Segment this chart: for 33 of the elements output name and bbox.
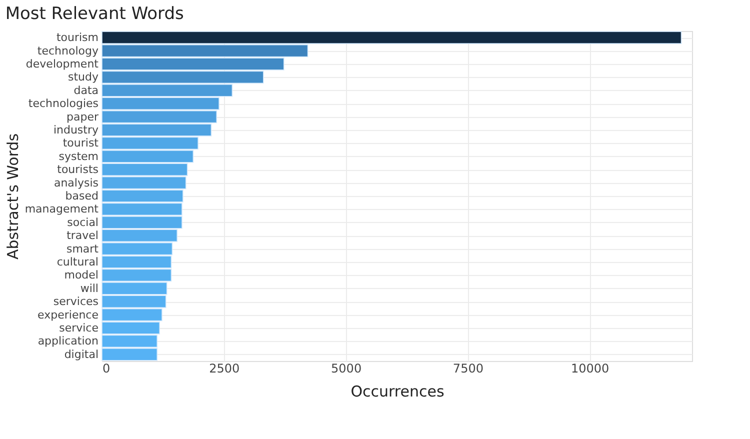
y-tick-label: service: [59, 322, 99, 334]
x-tick-label: 0: [102, 362, 110, 376]
y-tick-label: services: [53, 295, 99, 308]
y-tick-label: digital: [64, 348, 98, 361]
y-tick-label: tourism: [56, 31, 98, 44]
y-tick-label: management: [24, 202, 100, 216]
x-tick-label: 10000: [571, 362, 610, 376]
y-tick-label: based: [65, 190, 98, 202]
y-tick-label: travel: [66, 229, 98, 242]
y-tick-label: analysis: [54, 176, 99, 190]
y-axis-title: Abstract's Words: [4, 133, 22, 260]
x-tick-label: 5000: [331, 362, 362, 376]
chart-title: Most Relevant Words: [5, 4, 184, 24]
y-tick-label: smart: [66, 242, 100, 256]
y-tick-label: development: [26, 58, 100, 70]
y-tick-label: paper: [66, 110, 99, 124]
y-tick-label: tourists: [57, 163, 99, 176]
y-tick-label: technology: [37, 44, 99, 58]
y-tick-label: data: [74, 84, 98, 97]
y-tick-label: industry: [53, 124, 99, 136]
x-tick-label: 2500: [209, 362, 240, 376]
x-tick-label: 7500: [452, 362, 484, 376]
y-tick-label: system: [58, 150, 98, 163]
y-tick-label: cultural: [56, 256, 98, 268]
y-tick-label: application: [38, 334, 99, 348]
y-tick-label: social: [67, 216, 98, 229]
y-tick-label: experience: [38, 308, 99, 322]
y-tick-label: will: [80, 282, 98, 295]
y-tick-label: tourist: [62, 136, 100, 150]
y-tick-label: study: [68, 70, 99, 84]
y-tick-label: model: [64, 268, 98, 282]
y-tick-label: technologies: [28, 97, 99, 110]
x-axis-title: Occurrences: [350, 382, 444, 400]
